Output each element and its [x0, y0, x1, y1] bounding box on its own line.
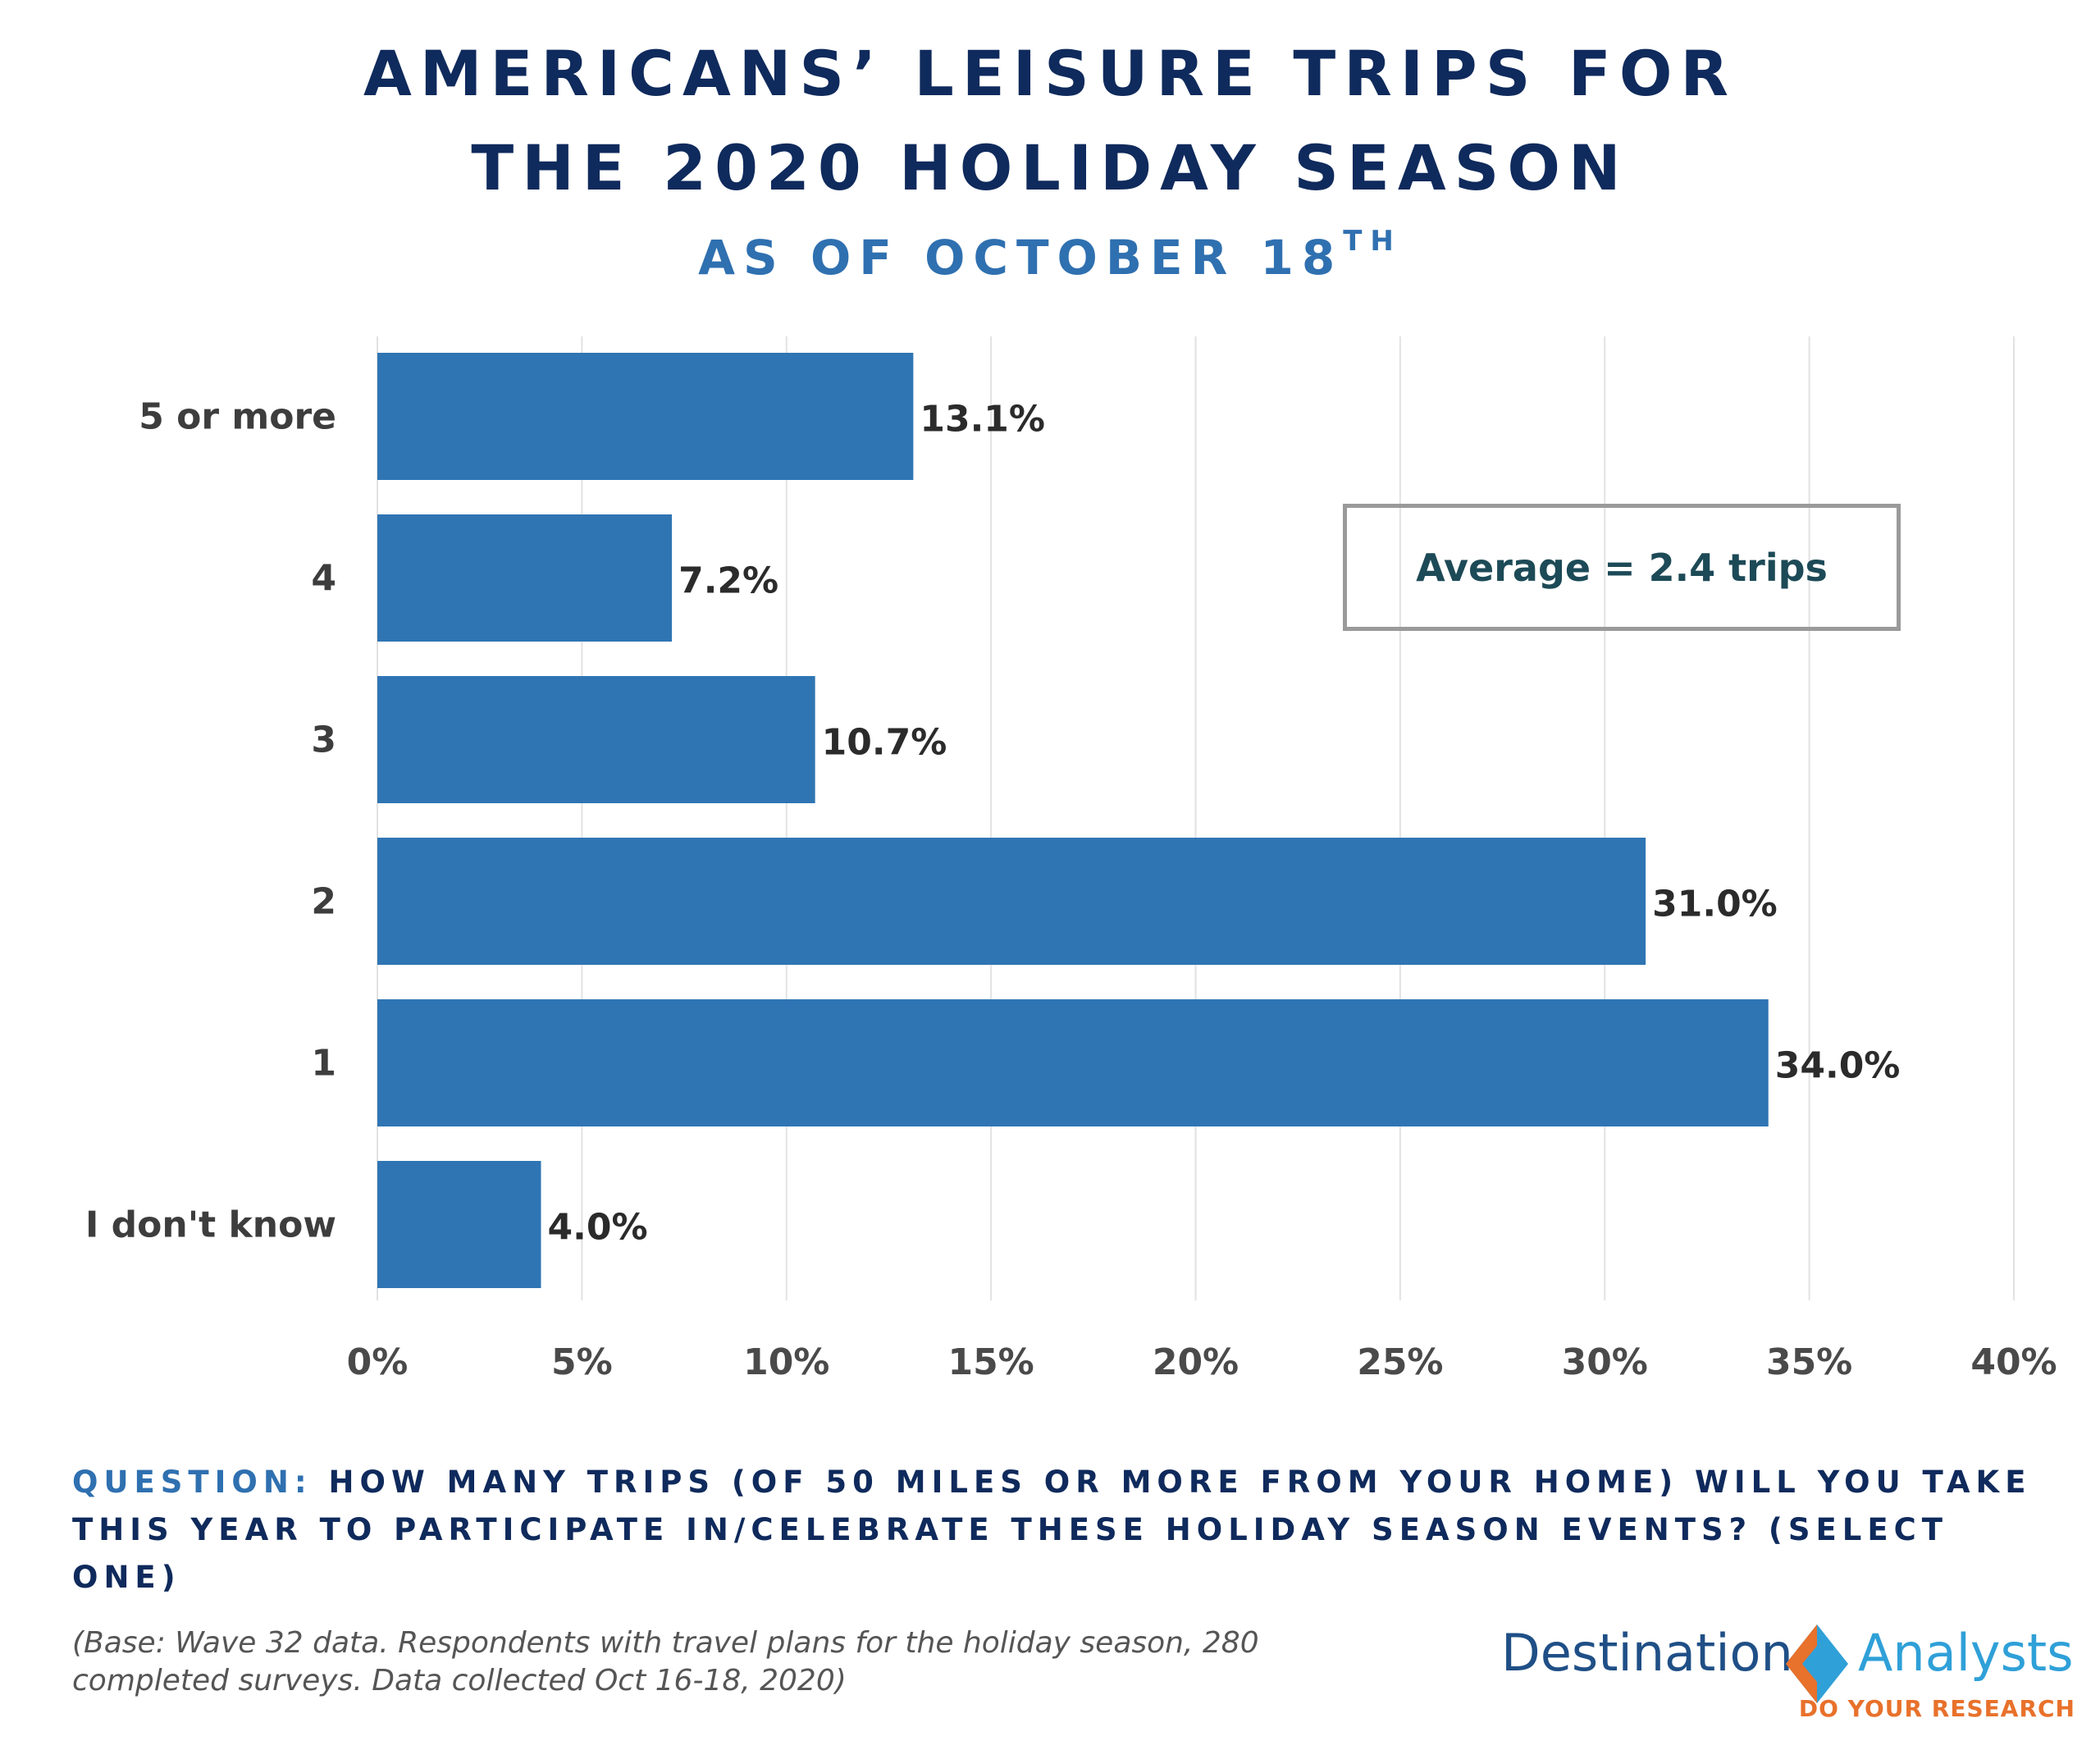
logo-diamond-icon — [1786, 1624, 1848, 1703]
data-label: 4.0% — [548, 1207, 648, 1249]
category-label: 3 — [311, 720, 336, 761]
category-label: 5 or more — [139, 396, 336, 438]
bars — [377, 353, 1769, 1288]
x-tick-label: 5% — [551, 1341, 613, 1383]
destination-analysts-logo: Destination Analysts DO YOUR RESEARCH — [1501, 1623, 2075, 1734]
x-tick-label: 15% — [947, 1341, 1034, 1383]
category-label: 2 — [311, 881, 336, 923]
data-label: 7.2% — [678, 560, 778, 602]
x-tick-label: 35% — [1766, 1341, 1852, 1383]
x-tick-label: 30% — [1562, 1341, 1648, 1383]
bar — [377, 514, 673, 642]
data-label: 10.7% — [822, 722, 947, 764]
data-label: 34.0% — [1775, 1045, 1901, 1087]
average-annotation-box: Average = 2.4 trips — [1343, 504, 1901, 631]
bar — [377, 676, 815, 803]
subtitle-text: AS OF OCTOBER 18 — [698, 230, 1344, 286]
x-tick-label: 40% — [1970, 1341, 2057, 1383]
survey-question: QUESTION: HOW MANY TRIPS (OF 50 MILES OR… — [72, 1459, 2041, 1602]
average-annotation-text: Average = 2.4 trips — [1416, 545, 1828, 590]
x-tick-label: 20% — [1153, 1341, 1239, 1383]
x-tick-label: 25% — [1357, 1341, 1443, 1383]
base-footnote: (Base: Wave 32 data. Respondents with tr… — [72, 1626, 1259, 1697]
category-label: 4 — [311, 558, 336, 600]
question-label: QUESTION: — [72, 1464, 313, 1500]
logo-word-analysts: Analysts — [1858, 1623, 2074, 1683]
bar — [377, 1161, 541, 1288]
question-text: HOW MANY TRIPS (OF 50 MILES OR MORE FROM… — [72, 1464, 2032, 1595]
category-label: 1 — [311, 1043, 336, 1085]
chart-subtitle: AS OF OCTOBER 18TH — [0, 225, 2100, 286]
bar-chart: 0% 5% 10% 15% 20% 25% 30% 35% 40% 5 or more 13.1% 4… — [85, 336, 2057, 1384]
x-tick-label: 10% — [743, 1341, 829, 1383]
bar — [377, 838, 1646, 965]
gridlines — [377, 336, 2015, 1300]
data-label: 31.0% — [1652, 884, 1778, 925]
subtitle-superscript: TH — [1343, 225, 1402, 258]
bar — [377, 353, 914, 480]
data-label: 13.1% — [920, 399, 1045, 441]
labels: 0% 5% 10% 15% 20% 25% 30% 35% 40% 5 or more 13.1% 4… — [85, 396, 2057, 1384]
bar — [377, 999, 1769, 1126]
chart-title-line-2: THE 2020 HOLIDAY SEASON — [471, 131, 1629, 204]
logo-tagline: DO YOUR RESEARCH — [1798, 1695, 2075, 1722]
category-label: I don't know — [85, 1204, 336, 1246]
x-tick-label: 0% — [347, 1341, 409, 1383]
logo-word-destination: Destination — [1501, 1623, 1793, 1683]
chart-title-line-1: AMERICANS’ LEISURE TRIPS FOR — [363, 37, 1737, 110]
